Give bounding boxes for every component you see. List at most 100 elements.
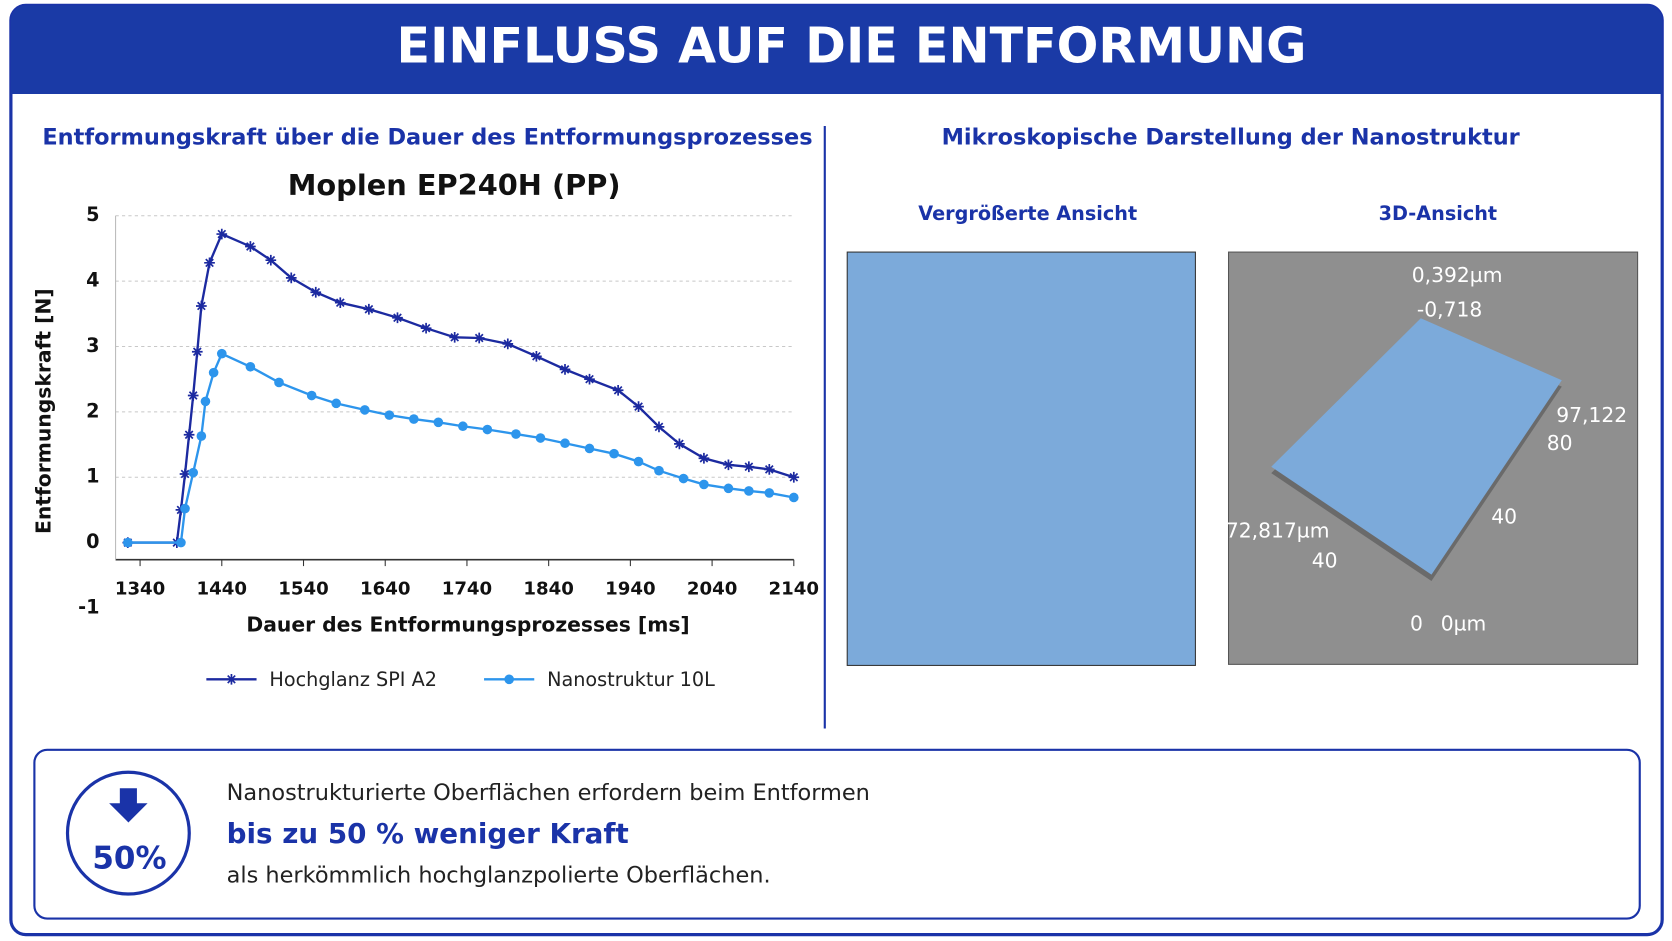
x-tick-label: 1340 xyxy=(115,579,166,600)
y-tick-label: 1 xyxy=(86,465,99,488)
point xyxy=(188,467,199,478)
point xyxy=(204,257,215,269)
3d-annotation: 0,392µm xyxy=(1412,263,1503,287)
point xyxy=(176,537,186,548)
panel-heading: Entformungskraft über die Dauer des Entf… xyxy=(42,124,812,150)
point xyxy=(196,431,207,441)
point xyxy=(535,433,546,443)
point xyxy=(245,361,256,372)
point xyxy=(392,312,403,324)
point xyxy=(654,465,664,476)
y-tick-label: 0 xyxy=(86,530,99,553)
chart: Moplen EP240H (PP) Dauer des Entformungs… xyxy=(32,168,819,691)
3d-annotation: 72,817µm xyxy=(1226,518,1330,542)
x-tick-label: 1540 xyxy=(278,579,329,600)
x-tick-label: 2140 xyxy=(769,579,820,600)
callout-line: als herkömmlich hochglanzpolierte Oberfl… xyxy=(227,862,771,888)
badge-circle xyxy=(65,770,191,896)
x-tick-label: 1740 xyxy=(442,579,493,600)
point xyxy=(678,473,689,484)
x-tick-label: 1640 xyxy=(360,579,411,600)
point xyxy=(123,537,133,548)
callout-highlight: bis zu 50 % weniger Kraft xyxy=(227,817,629,850)
point xyxy=(699,479,709,490)
point xyxy=(331,398,342,409)
y-axis-label: Entformungskraft [N] xyxy=(32,288,56,534)
point xyxy=(744,486,754,496)
point xyxy=(285,272,297,284)
x-tick-label: 2040 xyxy=(687,579,738,600)
point xyxy=(180,503,190,514)
point xyxy=(633,401,644,412)
point xyxy=(531,350,542,362)
point xyxy=(511,429,521,439)
point xyxy=(473,332,485,344)
point xyxy=(609,448,619,459)
3d-annotations: 0,392µm -0,718 97,122 80 40 72,817µm 40 0 0µm xyxy=(1226,263,1627,635)
point xyxy=(208,367,219,378)
point xyxy=(584,373,595,385)
point xyxy=(674,438,685,450)
3d-annotation: 0µm xyxy=(1441,611,1487,635)
point xyxy=(179,468,191,480)
3d-annotation: 97,122 xyxy=(1556,403,1627,427)
image-label: Vergrößerte Ansicht xyxy=(918,202,1137,225)
point xyxy=(265,254,277,266)
point xyxy=(723,459,734,471)
point xyxy=(788,471,800,483)
point xyxy=(196,300,207,312)
badge-text: 50% xyxy=(92,840,166,876)
point xyxy=(458,421,468,432)
legend-marker xyxy=(226,673,237,685)
legend-label: Hochglanz SPI A2 xyxy=(269,668,437,691)
legend-marker xyxy=(504,674,514,685)
header-title: EINFLUSS AUF DIE ENTFORMUNG xyxy=(397,17,1307,75)
point xyxy=(359,405,370,415)
point xyxy=(612,384,624,396)
y-tick-label: -1 xyxy=(78,595,99,618)
point xyxy=(200,396,211,407)
y-tick-label: 5 xyxy=(86,203,99,226)
point xyxy=(743,461,755,473)
point xyxy=(449,332,461,343)
point xyxy=(502,338,514,350)
chart-title: Moplen EP240H (PP) xyxy=(288,168,621,202)
point xyxy=(310,286,322,298)
point xyxy=(216,348,227,359)
point xyxy=(764,488,775,498)
x-tick-label: 1940 xyxy=(605,579,656,600)
point xyxy=(306,390,317,401)
point xyxy=(789,492,799,503)
point xyxy=(191,346,203,358)
3d-annotation: 80 xyxy=(1547,431,1573,455)
point xyxy=(363,303,375,315)
point xyxy=(559,364,571,375)
point xyxy=(216,228,228,240)
point xyxy=(723,483,734,494)
3d-annotation: 40 xyxy=(1312,548,1338,572)
panel-heading: Mikroskopische Darstellung der Nanostruk… xyxy=(942,124,1520,150)
point xyxy=(187,390,199,401)
image-label: 3D-Ansicht xyxy=(1379,202,1498,225)
x-axis-label: Dauer des Entformungsprozesses [ms] xyxy=(246,612,689,636)
point xyxy=(245,241,256,252)
point xyxy=(584,443,595,454)
x-tick-label: 1440 xyxy=(197,579,248,600)
point xyxy=(183,429,195,441)
3d-annotation: -0,718 xyxy=(1417,297,1482,321)
callout-line: Nanostrukturierte Oberflächen erfordern … xyxy=(227,780,870,806)
y-tick-label: 2 xyxy=(86,399,99,422)
y-tick-label: 3 xyxy=(86,334,99,357)
point xyxy=(698,452,710,464)
3d-annotation: 40 xyxy=(1491,505,1517,529)
down-arrow xyxy=(109,788,148,823)
point xyxy=(482,424,493,435)
point xyxy=(384,410,395,420)
point xyxy=(409,414,419,424)
point xyxy=(433,417,444,428)
point xyxy=(420,322,432,334)
header-band xyxy=(10,5,1663,94)
micro-image xyxy=(847,252,1196,666)
point xyxy=(653,421,665,433)
